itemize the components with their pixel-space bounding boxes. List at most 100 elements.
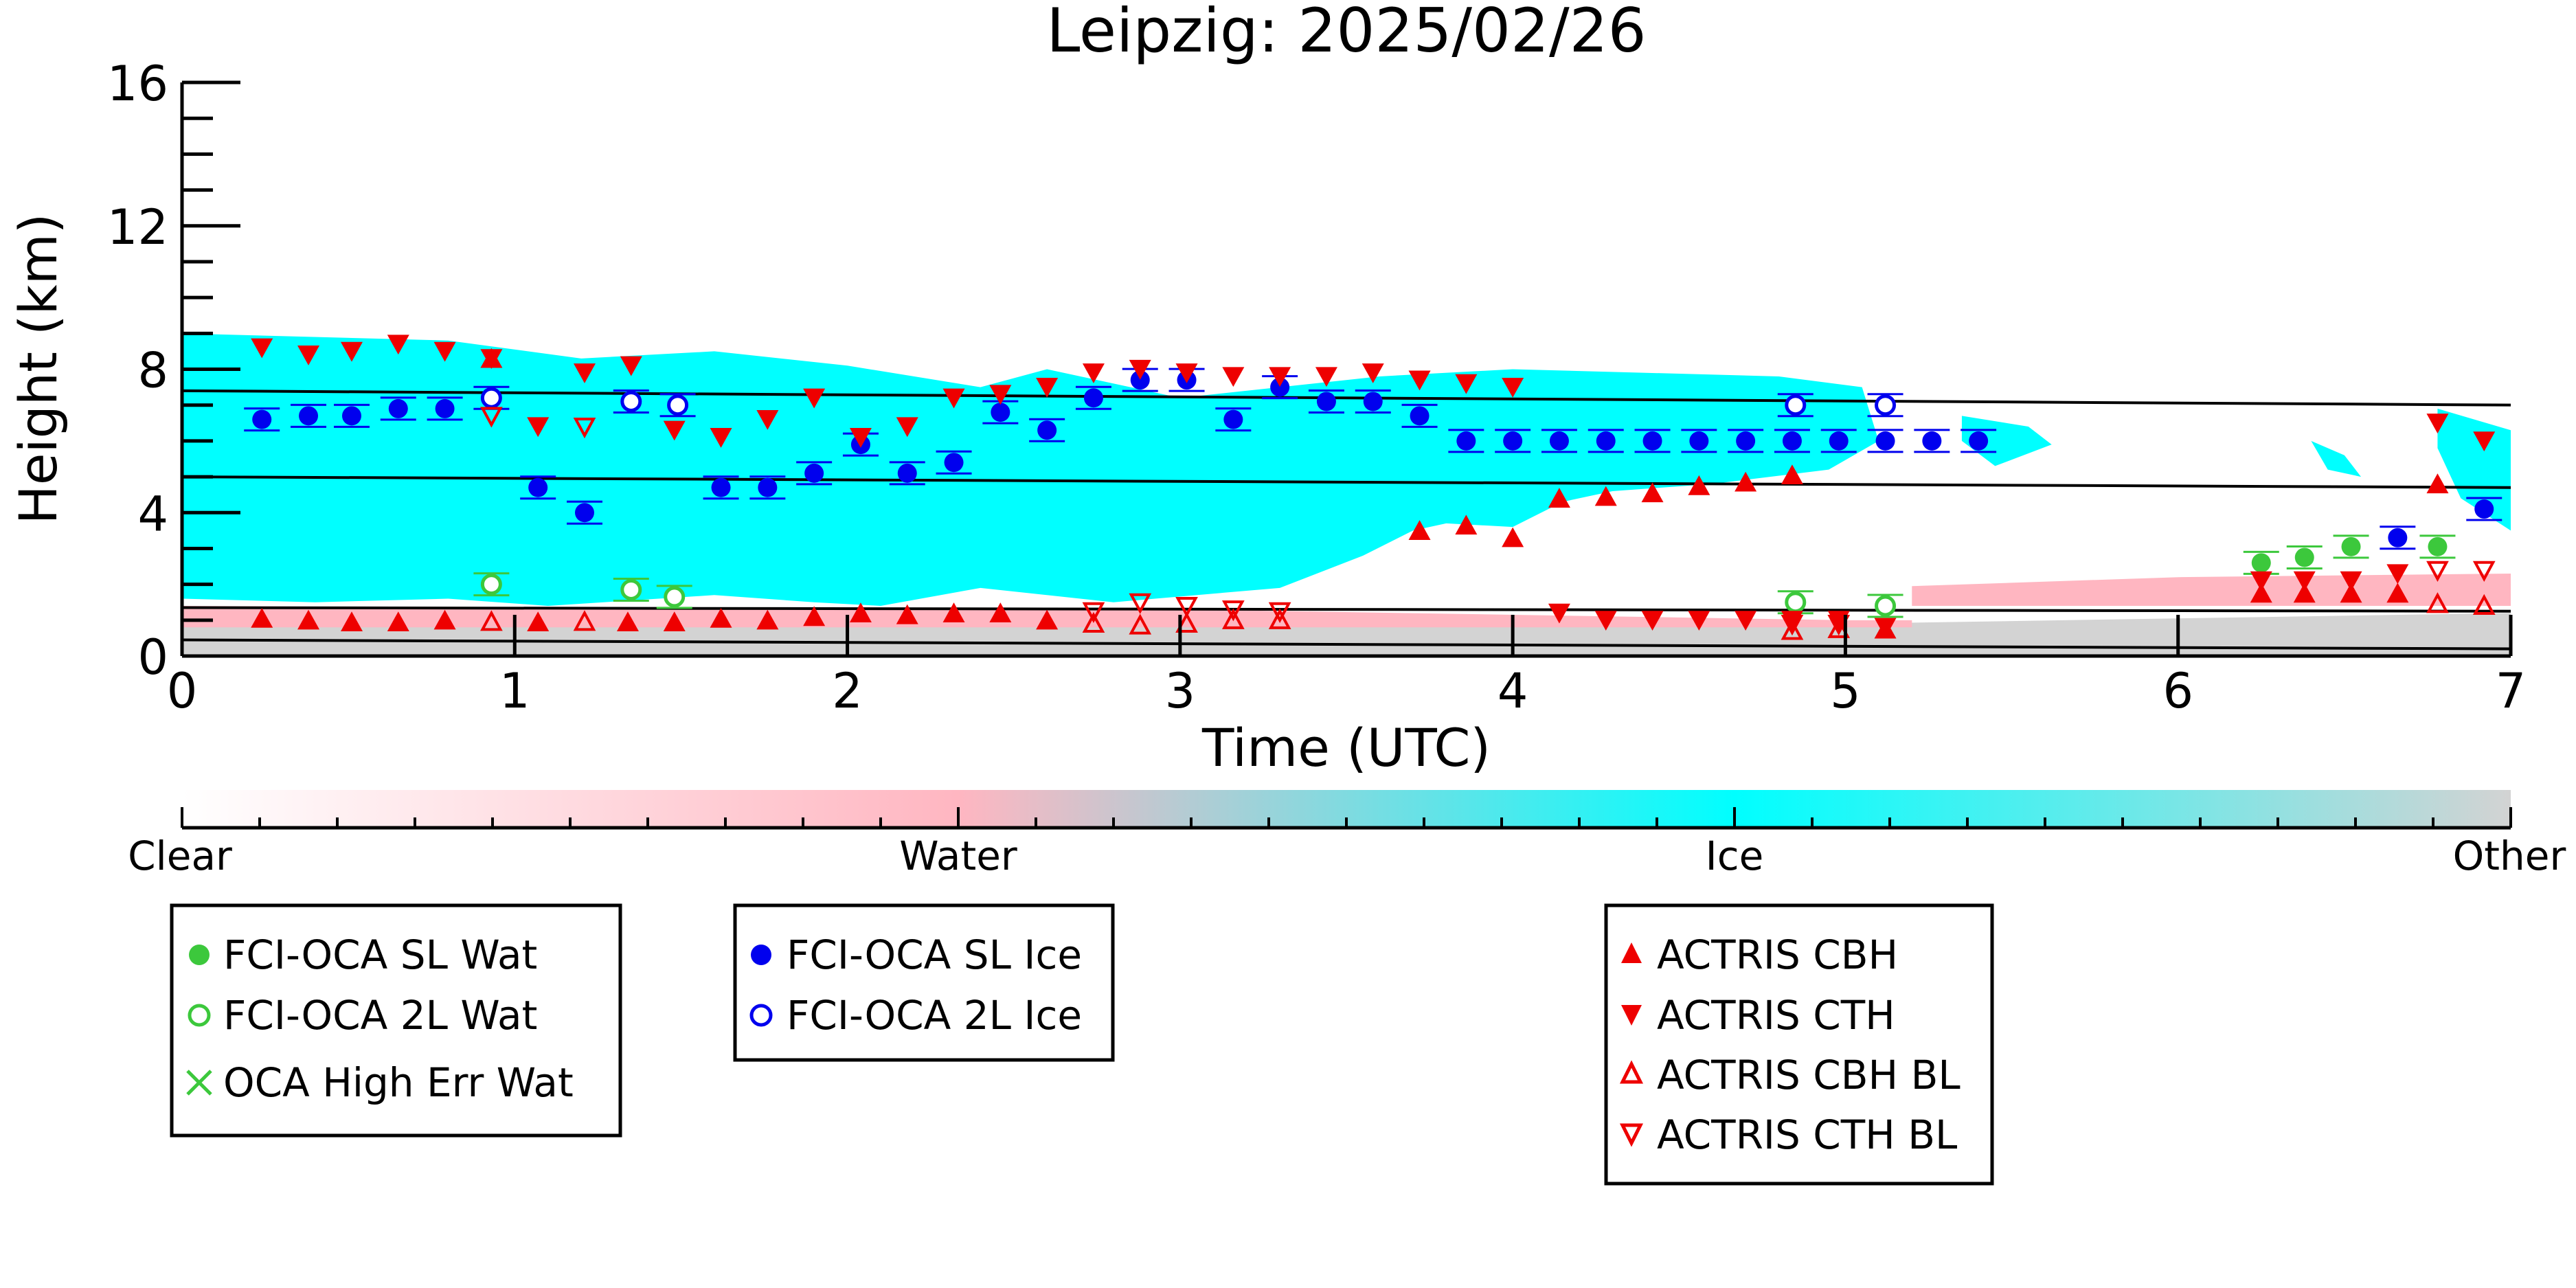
series-actris-cth-bl — [480, 407, 2496, 636]
x-tick-label: 3 — [1165, 663, 1196, 719]
data-point — [710, 428, 732, 448]
data-point — [480, 407, 503, 428]
data-point — [251, 338, 273, 359]
data-point — [2293, 571, 2316, 591]
x-ticks: 0 1 2 3 4 5 6 7 — [167, 615, 2527, 719]
y-tick-label: 12 — [107, 199, 168, 256]
data-point — [1594, 486, 1617, 506]
colorbar-ticks — [181, 807, 2512, 828]
data-point — [2472, 561, 2496, 582]
data-point — [1221, 608, 1245, 629]
legend-label: ACTRIS CBH — [1657, 931, 1898, 978]
legend-marker-open-triangle-up — [1619, 1060, 1644, 1084]
data-point — [1410, 406, 1430, 426]
x-tick-label: 1 — [499, 663, 530, 719]
data-point — [756, 409, 779, 430]
data-point — [2386, 583, 2409, 603]
chart-title: Leipzig: 2025/02/26 — [1046, 0, 1646, 66]
data-point — [1503, 431, 1523, 451]
data-point — [710, 608, 732, 628]
data-point — [2251, 553, 2271, 573]
y-tick-label: 8 — [137, 343, 168, 399]
data-point — [1641, 611, 1664, 631]
data-point — [1037, 420, 1057, 440]
data-point — [2294, 547, 2314, 567]
ice-region — [1961, 416, 2052, 466]
y-ticks: 0 4 8 12 16 — [107, 56, 240, 686]
x-tick-label: 6 — [2162, 663, 2193, 719]
series-actris-cbh-bl — [480, 592, 2496, 640]
x-axis-label: Time (UTC) — [1201, 717, 1491, 778]
data-point — [1875, 595, 1897, 617]
legend-item-cth: ACTRIS CTH — [1621, 992, 1895, 1039]
legend-ice: FCI-OCA SL Ice FCI-OCA 2L Ice — [733, 903, 1115, 1062]
data-point — [1129, 613, 1152, 635]
y-axis-label: Height (km) — [8, 214, 69, 525]
colorbar-label-ice: Ice — [1706, 833, 1764, 879]
legend-item-2l-ice: FCI-OCA 2L Ice — [749, 992, 1082, 1039]
data-point — [2426, 414, 2449, 433]
data-point — [2340, 583, 2362, 603]
data-point — [1827, 615, 1851, 636]
data-point — [527, 417, 550, 438]
reference-line — [182, 638, 2511, 651]
data-point — [1785, 591, 1807, 613]
data-point — [1594, 611, 1617, 631]
y-tick-label: 0 — [137, 629, 168, 686]
data-point — [1082, 363, 1105, 383]
data-point — [527, 611, 550, 632]
data-point — [620, 390, 642, 412]
data-point — [1130, 370, 1150, 390]
legend-label: FCI-OCA 2L Ice — [787, 992, 1082, 1039]
data-point — [989, 385, 1012, 405]
data-point — [1129, 359, 1151, 380]
data-point — [1268, 608, 1291, 629]
data-point — [2386, 564, 2409, 585]
reference-lines — [182, 389, 2511, 651]
data-point — [2388, 528, 2408, 547]
data-point — [1455, 374, 1478, 394]
legend-marker-open-circle — [749, 1004, 773, 1027]
data-point — [1036, 609, 1059, 630]
data-point — [574, 503, 594, 523]
legend-marker-filled-circle — [751, 945, 771, 965]
ice-region — [2437, 408, 2511, 531]
data-point — [2426, 592, 2449, 613]
data-point — [711, 477, 731, 497]
legend-item-sl-wat: FCI-OCA SL Wat — [189, 931, 537, 978]
data-markers — [244, 335, 2502, 640]
reference-line — [182, 475, 2511, 489]
data-point — [989, 602, 1012, 622]
legend-marker-filled-circle — [189, 945, 210, 965]
x-tick-label: 7 — [2496, 663, 2527, 719]
data-point — [1641, 482, 1664, 503]
data-point — [2250, 583, 2272, 603]
data-point — [1175, 596, 1198, 618]
data-point — [1922, 431, 1942, 451]
data-point — [252, 409, 272, 429]
data-point — [1408, 520, 1431, 540]
legend-marker-open-triangle-down — [1619, 1123, 1644, 1147]
data-point — [944, 453, 964, 473]
data-point — [616, 611, 639, 632]
data-point — [896, 417, 918, 438]
legend-item-2l-wat: FCI-OCA 2L Wat — [188, 992, 537, 1039]
colorbar: Clear Water Ice Other — [128, 790, 2566, 879]
data-point — [1082, 611, 1105, 633]
data-point — [2293, 583, 2316, 603]
data-point — [758, 477, 778, 497]
data-point — [2341, 536, 2361, 556]
data-point — [2250, 571, 2272, 591]
legend-marker-open-circle — [188, 1004, 211, 1027]
legend-item-cbh: ACTRIS CBH — [1621, 931, 1898, 978]
data-point — [1502, 527, 1524, 547]
colorbar-label-water: Water — [899, 833, 1017, 879]
data-point — [1785, 394, 1807, 416]
data-point — [480, 610, 503, 631]
x-tick-label: 2 — [832, 663, 863, 719]
data-point — [1316, 392, 1336, 411]
data-point — [1502, 377, 1524, 398]
data-point — [942, 388, 965, 409]
data-point — [1829, 431, 1849, 451]
